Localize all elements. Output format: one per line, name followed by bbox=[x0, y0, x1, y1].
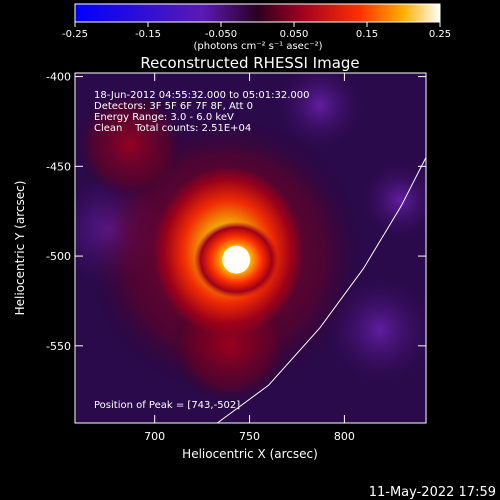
negative-region bbox=[360, 160, 426, 240]
y-tick-label: -550 bbox=[46, 340, 71, 353]
solar-limb bbox=[217, 157, 426, 423]
x-tick-label: 750 bbox=[239, 430, 260, 443]
peak-marker bbox=[222, 245, 251, 274]
colorbar-tick-label: 0.25 bbox=[429, 29, 451, 40]
y-axis-label: Heliocentric Y (arcsec) bbox=[13, 181, 27, 316]
colorbar-ticks: -0.25 -0.15 -0.050 0.050 0.15 0.25 bbox=[62, 22, 451, 40]
y-axis: -400 -450 -500 -550 bbox=[46, 71, 426, 353]
colorbar: -0.25 -0.15 -0.050 0.050 0.15 0.25 (photons c… bbox=[62, 3, 451, 52]
info-clean-counts: Clean Total counts: 2.51E+04 bbox=[94, 123, 251, 134]
colorbar-tick-label: -0.25 bbox=[62, 29, 88, 40]
colorbar-tick-label: 0.050 bbox=[280, 29, 309, 40]
colorbar-tick-label: -0.15 bbox=[135, 29, 161, 40]
colorbar-gradient bbox=[74, 3, 441, 23]
info-time-range: 18-Jun-2012 04:55:32.000 to 05:01:32.000 bbox=[94, 90, 310, 101]
colorbar-tick-label: -0.050 bbox=[205, 29, 237, 40]
x-tick-label: 800 bbox=[334, 430, 355, 443]
colorbar-tick-label: 0.15 bbox=[356, 29, 378, 40]
plot-area: 18-Jun-2012 04:55:32.000 to 05:01:32.000… bbox=[74, 72, 427, 424]
chart-title: Reconstructed RHESSI Image bbox=[140, 54, 359, 72]
info-detectors: Detectors: 3F 5F 6F 7F 8F, Att 0 bbox=[94, 101, 253, 112]
heatmap bbox=[75, 73, 426, 423]
colorbar-unit-label: (photons cm⁻² s⁻¹ asec⁻²) bbox=[193, 41, 322, 52]
info-energy-range: Energy Range: 3.0 - 6.0 keV bbox=[94, 112, 234, 123]
y-tick-label: -500 bbox=[46, 250, 71, 263]
x-axis-label: Heliocentric X (arcsec) bbox=[182, 447, 318, 461]
peak-position-label: Position of Peak = [743,-502] bbox=[94, 400, 240, 411]
y-tick-label: -450 bbox=[46, 160, 71, 173]
source-peak bbox=[153, 166, 304, 337]
emission-halo bbox=[75, 90, 185, 200]
y-tick-label: -400 bbox=[46, 71, 71, 84]
x-axis: 700 750 800 bbox=[144, 73, 355, 443]
negative-region bbox=[275, 73, 365, 150]
plot-frame bbox=[74, 72, 427, 424]
footer-timestamp: 11-May-2022 17:59 bbox=[369, 485, 496, 500]
x-tick-label: 700 bbox=[144, 430, 165, 443]
